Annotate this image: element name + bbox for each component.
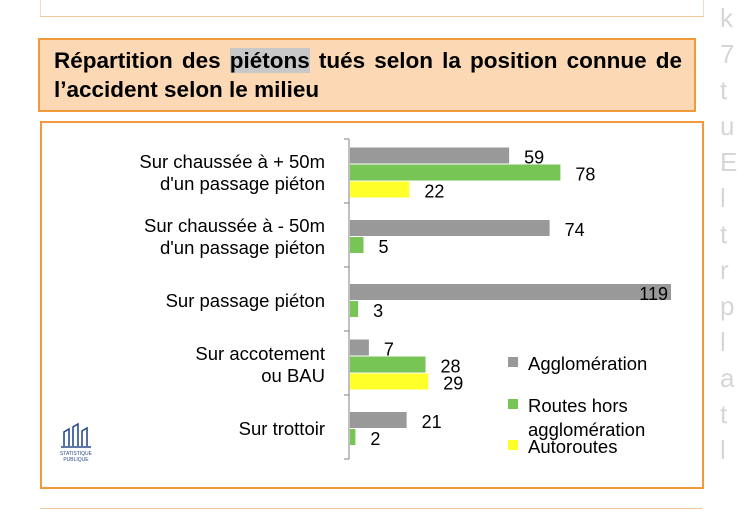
- title-text-start: Répartition des: [54, 48, 230, 73]
- bar-0: [350, 339, 369, 356]
- title-text-end: tués selon la position connue de l’accid…: [54, 48, 683, 102]
- bar-1: [350, 237, 364, 253]
- data-label: 3: [373, 301, 383, 321]
- legend-label: agglomération: [528, 419, 645, 440]
- statistique-publique-logo: STATISTIQUE PUBLIQUE: [60, 422, 93, 463]
- data-label: 78: [575, 165, 595, 185]
- legend-label: Agglomération: [528, 353, 647, 374]
- category-label: Sur passage piéton: [166, 290, 325, 311]
- category-label: Sur chaussée à + 50m: [139, 151, 325, 172]
- data-label: 7: [384, 340, 394, 360]
- category-label: Sur accotement: [195, 343, 325, 364]
- logo-line-1: STATISTIQUE: [60, 451, 93, 457]
- previous-panel-edge: [40, 0, 704, 17]
- category-label: ou BAU: [261, 365, 325, 386]
- category-label: d'un passage piéton: [160, 173, 325, 194]
- data-label: 22: [424, 182, 444, 202]
- chart-title: Répartition des piétons tués selon la po…: [54, 46, 682, 104]
- legend-label: Autoroutes: [528, 436, 617, 457]
- legend-swatch: [508, 357, 518, 367]
- category-label: d'un passage piéton: [160, 237, 325, 258]
- bar-0: [350, 284, 671, 300]
- title-highlight: piétons: [229, 48, 310, 73]
- bar-1: [350, 164, 561, 181]
- chart-panel: Sur chaussée à + 50m d'un passage piéton 5…: [40, 121, 704, 489]
- bar-0: [350, 220, 550, 236]
- category-label: Sur chaussée à - 50m: [144, 215, 325, 236]
- bar-0: [350, 147, 510, 164]
- data-label: 119: [639, 284, 668, 304]
- logo-line-2: PUBLIQUE: [63, 457, 89, 463]
- data-label: 59: [524, 148, 544, 168]
- chart-title-box: Répartition des piétons tués selon la po…: [38, 38, 696, 112]
- next-panel-edge: [40, 508, 702, 530]
- bar-1: [350, 301, 359, 317]
- data-label: 74: [565, 220, 585, 240]
- legend-swatch: [508, 399, 518, 409]
- bar-2: [350, 373, 429, 390]
- bar-1: [350, 356, 426, 373]
- category-label: Sur trottoir: [239, 418, 325, 439]
- data-label: 29: [443, 374, 463, 394]
- data-label: 21: [422, 412, 442, 432]
- bar-1: [350, 429, 356, 445]
- data-label: 5: [378, 237, 388, 257]
- data-label: 28: [441, 357, 461, 377]
- data-label: 2: [370, 429, 380, 449]
- bar-2: [350, 181, 410, 198]
- bar-0: [350, 412, 407, 428]
- legend-label: Routes hors: [528, 395, 628, 416]
- legend-swatch: [508, 440, 518, 450]
